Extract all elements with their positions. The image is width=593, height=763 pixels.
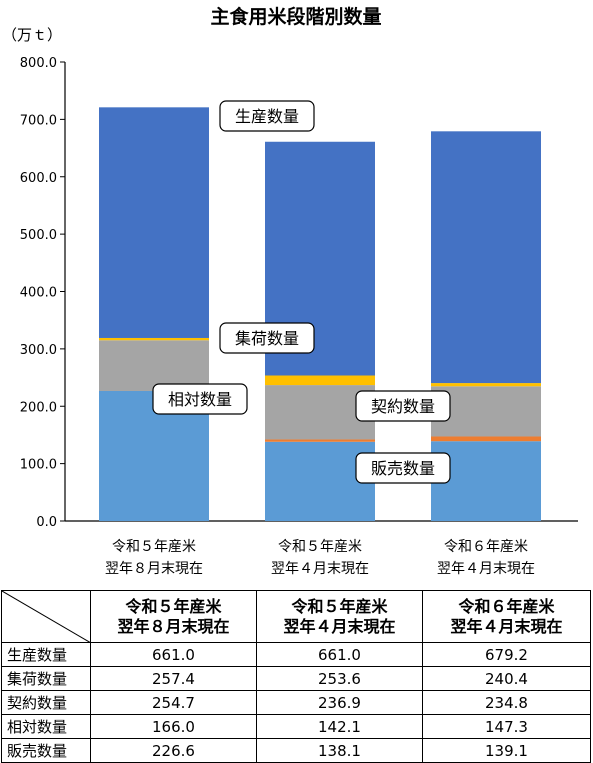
- header-line: 翌年４月末現在: [450, 616, 563, 636]
- table-cell: 236.9: [256, 690, 423, 715]
- bar-segment: [265, 441, 375, 521]
- y-tick-label: 600.0: [20, 171, 57, 186]
- table-corner-cell: [1, 590, 91, 643]
- table-cell: 147.3: [422, 714, 591, 739]
- callout-label: 契約数量: [371, 397, 435, 416]
- header-line: 令和６年産米: [458, 596, 555, 616]
- diagonal-line: [2, 591, 91, 643]
- table-row: 契約数量 254.7 236.9 234.8: [1, 690, 591, 715]
- callout-label: 販売数量: [371, 459, 435, 478]
- callout-label: 集荷数量: [235, 329, 299, 348]
- category-label: 令和６年産米: [444, 539, 528, 555]
- callout-box: [355, 452, 451, 484]
- category-label: 翌年４月末現在: [271, 561, 369, 577]
- chart-title: 主食用米段階別数量: [210, 5, 381, 28]
- row-label: 相対数量: [1, 714, 91, 739]
- bar-segment: [431, 131, 541, 384]
- row-label: 契約数量: [1, 690, 91, 715]
- table-cell: 253.6: [256, 666, 423, 691]
- table-cell: 142.1: [256, 714, 423, 739]
- table-cell: 679.2: [422, 642, 591, 667]
- bar-segment: [431, 436, 541, 442]
- table-col-header: 令和５年産米 翌年８月末現在: [90, 590, 257, 643]
- table-col-header: 令和６年産米 翌年４月末現在: [422, 590, 591, 643]
- y-tick-label: 500.0: [20, 228, 57, 243]
- category-label: 翌年４月末現在: [437, 561, 535, 577]
- table-cell: 661.0: [90, 642, 257, 667]
- y-tick-label: 100.0: [20, 458, 57, 473]
- y-tick-label: 700.0: [20, 113, 57, 128]
- stacked-bar-chart: 主食用米段階別数量 （万ｔ） 0.0 100.0 200.0 300.0 400.0 50…: [2, 5, 578, 577]
- y-tick-label: 300.0: [20, 343, 57, 358]
- bar-segment: [99, 337, 209, 341]
- category-label: 翌年８月末現在: [105, 561, 203, 577]
- y-tick-label: 200.0: [20, 400, 57, 415]
- row-label: 生産数量: [1, 642, 91, 667]
- bar-stacks: [99, 107, 541, 521]
- table-row: 相対数量 166.0 142.1 147.3: [1, 714, 591, 739]
- table-cell: 139.1: [422, 738, 591, 763]
- header-line: 令和５年産米: [291, 596, 388, 616]
- callout-box: [152, 383, 248, 415]
- table-row: 販売数量 226.6 138.1 139.1: [1, 738, 591, 763]
- table-cell: 257.4: [90, 666, 257, 691]
- category-label: 令和５年産米: [278, 539, 362, 555]
- table-col-header: 令和５年産米 翌年４月末現在: [256, 590, 423, 643]
- table-cell: 166.0: [90, 714, 257, 739]
- header-line: 翌年４月末現在: [283, 616, 396, 636]
- table-cell: 226.6: [90, 738, 257, 763]
- row-label: 販売数量: [1, 738, 91, 763]
- callout-box: [219, 100, 315, 132]
- header-line: 翌年８月末現在: [117, 616, 230, 636]
- header-line: 令和５年産米: [125, 596, 222, 616]
- table-cell: 254.7: [90, 690, 257, 715]
- bar-segment: [431, 441, 541, 521]
- row-label: 集荷数量: [1, 666, 91, 691]
- category-label: 令和５年産米: [112, 539, 196, 555]
- y-tick-label: 800.0: [20, 56, 57, 71]
- table-row: 集荷数量 257.4 253.6 240.4: [1, 666, 591, 691]
- table-cell: 240.4: [422, 666, 591, 691]
- data-table: 令和５年産米 翌年８月末現在 令和５年産米 翌年４月末現在 令和６年産米 翌年４…: [1, 590, 591, 763]
- bar-segment: [265, 439, 375, 442]
- y-tick-label: 0.0: [36, 515, 57, 530]
- callout-label: 生産数量: [235, 107, 299, 126]
- table-cell: 138.1: [256, 738, 423, 763]
- bar-segment: [99, 107, 209, 338]
- table-row: 生産数量 661.0 661.0 679.2: [1, 642, 591, 667]
- bar-segment: [265, 375, 375, 386]
- y-tick-label: 400.0: [20, 286, 57, 301]
- table-header-row: 令和５年産米 翌年８月末現在 令和５年産米 翌年４月末現在 令和６年産米 翌年４…: [1, 590, 591, 643]
- unit-label: （万ｔ）: [2, 26, 62, 44]
- callout-box: [219, 322, 315, 354]
- bar-segment: [431, 383, 541, 387]
- callout-label: 相対数量: [168, 390, 232, 409]
- callout-box: [355, 390, 451, 422]
- bar-segment: [99, 340, 209, 391]
- table-cell: 661.0: [256, 642, 423, 667]
- table-cell: 234.8: [422, 690, 591, 715]
